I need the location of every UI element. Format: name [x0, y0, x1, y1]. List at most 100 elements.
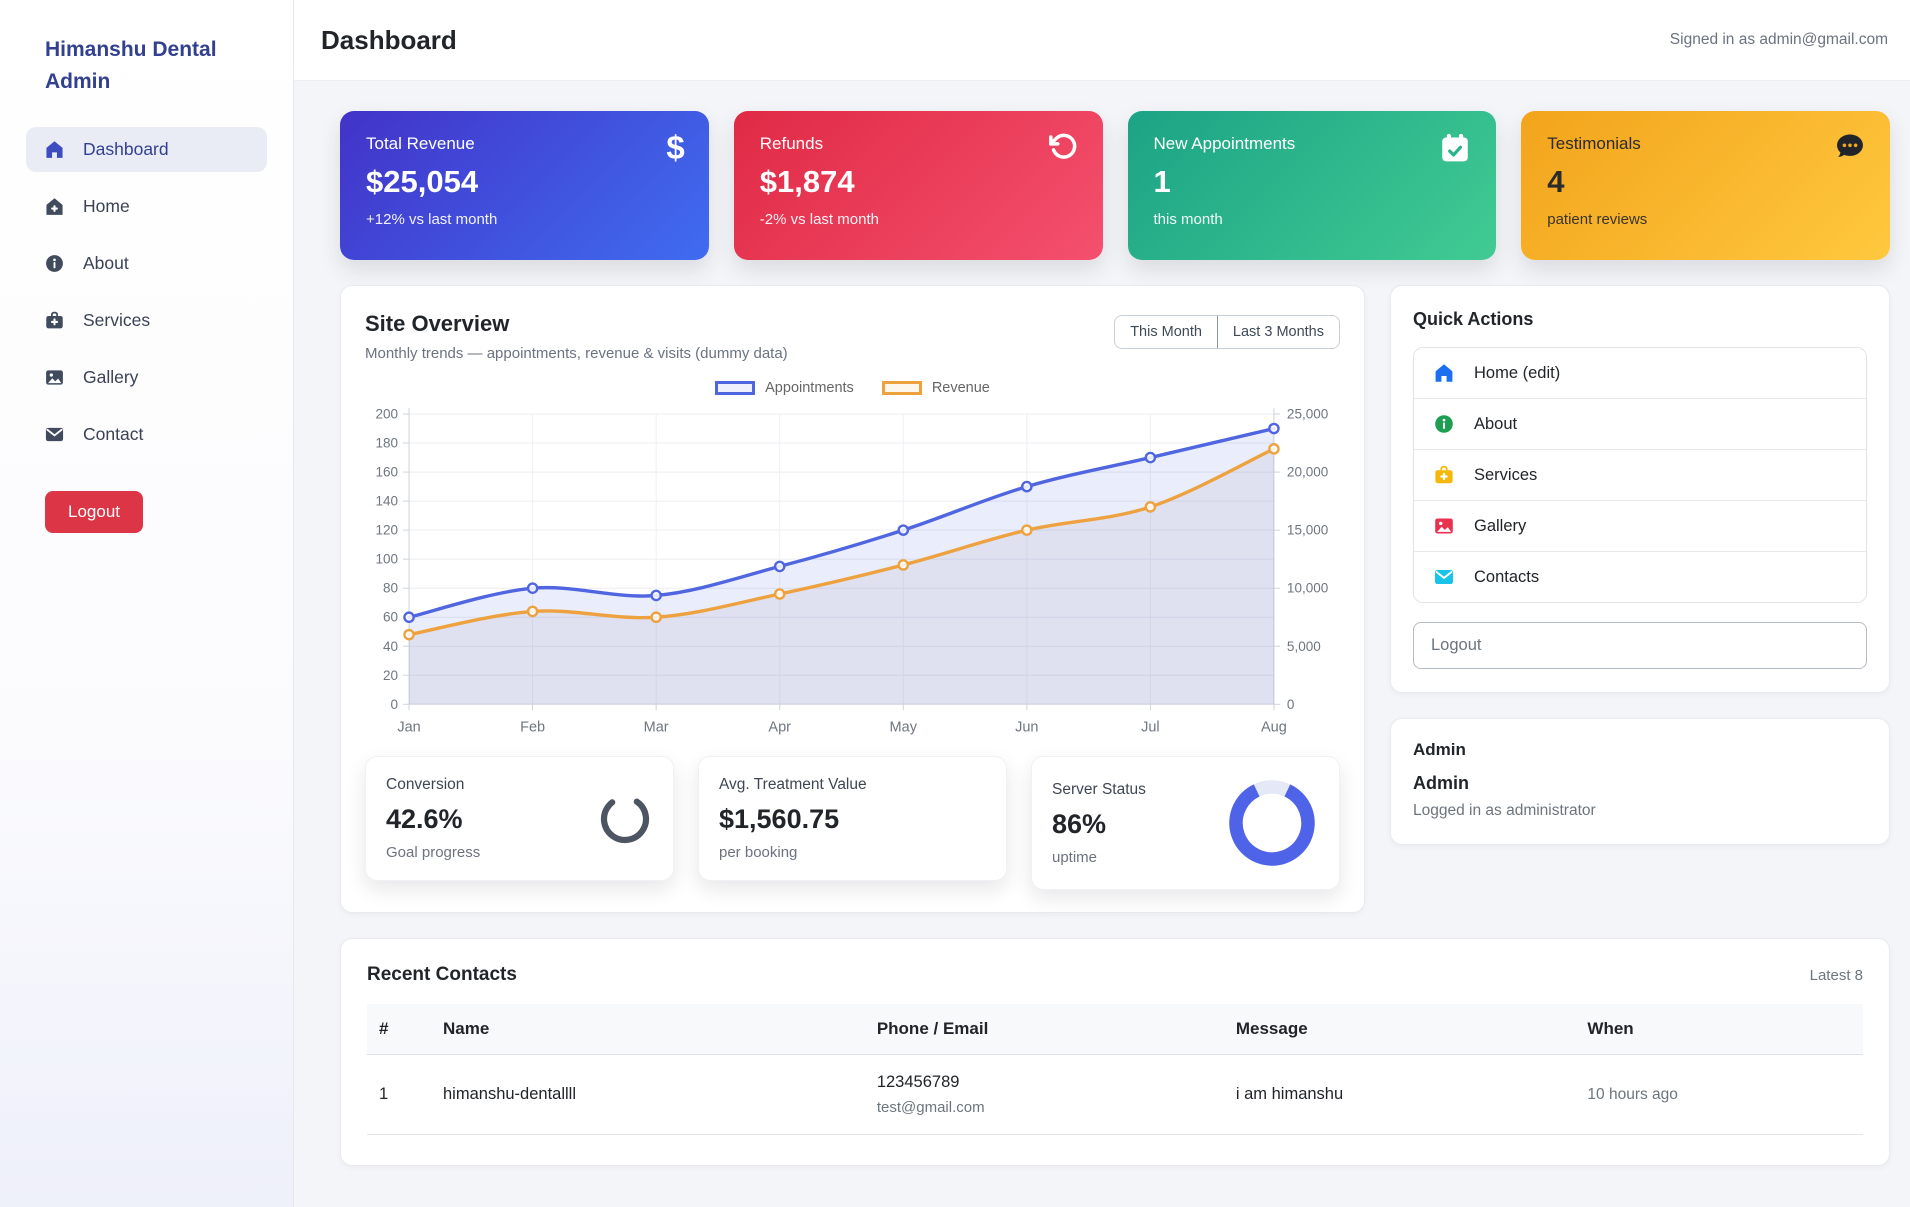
stat-card-testimonials: Testimonials 4 patient reviews [1521, 111, 1890, 260]
svg-text:Jul: Jul [1141, 719, 1160, 735]
stat-value: 1 [1153, 164, 1171, 199]
sidebar-item-label: Home [83, 196, 130, 216]
mini-title: Conversion [386, 776, 465, 794]
svg-text:200: 200 [376, 407, 399, 422]
stat-label: Testimonials [1547, 134, 1641, 153]
content: Total Revenue $25,054 +12% vs last month… [294, 81, 1910, 1196]
mini-value: $1,560.75 [719, 804, 840, 835]
quick-action-contacts[interactable]: Contacts [1414, 551, 1866, 602]
stat-sub: -2% vs last month [759, 211, 879, 228]
quick-action-services[interactable]: Services [1414, 449, 1866, 500]
signed-in-text: Signed in as admin@gmail.com [1669, 31, 1888, 48]
svg-text:20,000: 20,000 [1287, 465, 1328, 480]
avg-treatment-card: Avg. Treatment Value $1,560.75 per booki… [698, 756, 1007, 882]
sidebar-item-contact[interactable]: Contact [26, 412, 267, 457]
admin-subtitle: Logged in as administrator [1413, 802, 1596, 819]
appointments-swatch [715, 381, 756, 395]
stat-card-refunds: Refunds $1,874 -2% vs last month [733, 111, 1103, 260]
contacts-table: # Name Phone / Email Message When 1 hima… [367, 1004, 1863, 1136]
svg-text:20: 20 [383, 668, 398, 683]
medical-kit-icon [46, 311, 63, 329]
quick-actions-logout-button[interactable]: Logout [1413, 622, 1867, 669]
sidebar: Himanshu Dental Admin Dashboard Home Abo… [0, 0, 294, 1207]
line-chart: 0 20 40 60 80 100 120 140 160 180 200 Jan Feb Mar Apr M… [376, 407, 1329, 736]
table-row: 1 himanshu-dentallll 123456789 test@gmai… [367, 1054, 1863, 1136]
cell-email: test@gmail.com [876, 1099, 985, 1117]
svg-text:5,000: 5,000 [1287, 639, 1321, 654]
stat-label: Total Revenue [366, 134, 475, 153]
sidebar-item-about[interactable]: About [26, 241, 267, 286]
col-header-name: Name [431, 1004, 865, 1056]
topbar: Dashboard Signed in as admin@gmail.com [294, 0, 1910, 81]
mini-value: 86% [1052, 808, 1107, 839]
revenue-swatch [881, 381, 922, 395]
cell-num: 1 [367, 1054, 431, 1136]
admin-card-title: Admin [1413, 740, 1466, 759]
recent-contacts-title: Recent Contacts [367, 964, 517, 986]
cell-message: i am himanshu [1223, 1054, 1576, 1136]
cell-phone-email: 123456789 test@gmail.com [864, 1054, 1224, 1136]
svg-text:180: 180 [376, 436, 399, 451]
cell-when: 10 hours ago [1575, 1054, 1863, 1136]
svg-text:Jan: Jan [397, 719, 420, 735]
conversion-card: Conversion 42.6% Goal progress [365, 756, 674, 882]
stat-value: 4 [1547, 164, 1565, 199]
svg-text:Mar: Mar [644, 719, 669, 735]
rotate-ccw-icon [1048, 131, 1079, 167]
svg-text:Apr: Apr [768, 719, 791, 735]
sidebar-item-home[interactable]: Home [26, 184, 267, 229]
brand-title: Himanshu Dental Admin [45, 38, 217, 93]
sidebar-logout-button[interactable]: Logout [45, 491, 143, 533]
svg-text:0: 0 [1287, 697, 1295, 712]
sidebar-item-label: Dashboard [83, 139, 169, 159]
medical-kit-icon [1435, 465, 1453, 484]
quick-actions-card: Quick Actions Home (edit) About Servi [1390, 285, 1890, 693]
quick-action-label: Contacts [1474, 567, 1540, 586]
svg-text:160: 160 [376, 465, 399, 480]
conversion-ring-icon [600, 794, 650, 843]
last-3-months-button[interactable]: Last 3 Months [1217, 315, 1340, 349]
mini-title: Avg. Treatment Value [719, 776, 867, 794]
col-header-when: When [1575, 1004, 1863, 1056]
this-month-button[interactable]: This Month [1114, 315, 1218, 349]
sidebar-item-label: Services [83, 310, 151, 330]
cell-name: himanshu-dentallll [431, 1054, 865, 1136]
quick-action-label: Services [1474, 465, 1538, 484]
sidebar-item-gallery[interactable]: Gallery [26, 355, 267, 400]
mini-title: Server Status [1052, 780, 1146, 798]
quick-action-label: About [1474, 414, 1518, 433]
svg-text:80: 80 [383, 581, 398, 596]
quick-action-gallery[interactable]: Gallery [1414, 500, 1866, 551]
svg-text:Jun: Jun [1015, 719, 1038, 735]
recent-contacts-card: Recent Contacts Latest 8 # Name Phone / … [340, 938, 1890, 1167]
stat-sub: this month [1153, 211, 1223, 228]
table-header-row: # Name Phone / Email Message When [367, 1004, 1863, 1056]
svg-text:10,000: 10,000 [1287, 581, 1328, 596]
sidebar-item-dashboard[interactable]: Dashboard [26, 127, 267, 172]
chart-legend: Appointments Revenue [365, 380, 1340, 396]
mini-cards-row: Conversion 42.6% Goal progress Avg. Trea… [365, 756, 1340, 891]
chat-dots-icon [1834, 131, 1866, 168]
range-toggle-group: This Month Last 3 Months [1114, 315, 1340, 349]
cell-phone: 123456789 [876, 1073, 960, 1092]
quick-action-about[interactable]: About [1414, 398, 1866, 449]
legend-item-appointments[interactable]: Appointments [715, 380, 854, 396]
stats-row: Total Revenue $25,054 +12% vs last month… [340, 111, 1890, 260]
stat-sub: patient reviews [1547, 211, 1648, 228]
site-overview-card: Site Overview Monthly trends — appointme… [340, 285, 1365, 914]
sidebar-item-services[interactable]: Services [26, 298, 267, 343]
uptime-donut-chart [1229, 780, 1315, 867]
stat-label: New Appointments [1153, 134, 1296, 153]
svg-text:140: 140 [376, 494, 399, 509]
calendar-check-icon [1438, 131, 1472, 170]
col-header-num: # [367, 1004, 431, 1056]
quick-action-label: Gallery [1474, 516, 1527, 535]
svg-text:15,000: 15,000 [1287, 523, 1328, 538]
stat-value: $1,874 [759, 164, 855, 199]
svg-text:40: 40 [383, 639, 398, 654]
site-overview-title: Site Overview [365, 311, 510, 336]
legend-item-revenue[interactable]: Revenue [881, 380, 990, 396]
quick-action-home[interactable]: Home (edit) [1414, 348, 1866, 398]
admin-name: Admin [1413, 773, 1469, 793]
svg-text:May: May [890, 719, 918, 735]
